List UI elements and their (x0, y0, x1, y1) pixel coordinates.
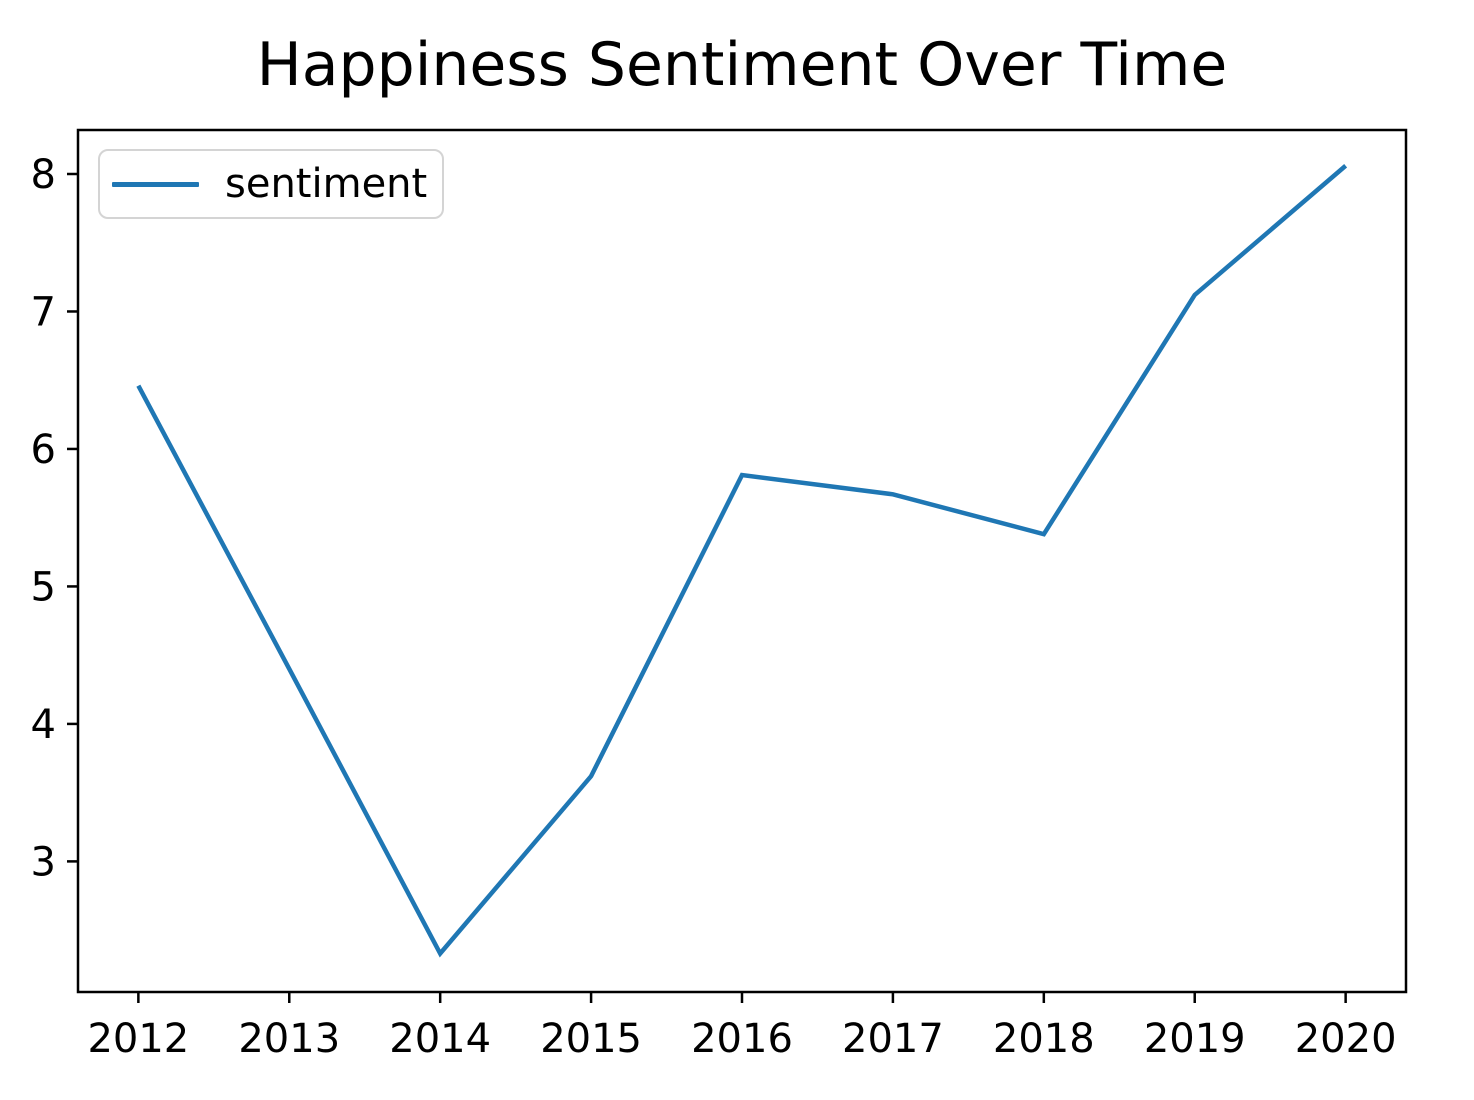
legend-label: sentiment (225, 161, 428, 207)
y-tick-label: 3 (31, 839, 56, 885)
series-line-sentiment (136, 164, 1348, 958)
y-tick-label: 5 (31, 564, 56, 610)
x-tick-label: 2016 (691, 1016, 793, 1062)
x-tick-label: 2017 (842, 1016, 944, 1062)
y-tick-label: 7 (31, 289, 56, 335)
x-tick-label: 2019 (1144, 1016, 1246, 1062)
plot-spines (76, 128, 1408, 994)
x-tick-label: 2020 (1295, 1016, 1397, 1062)
x-tick-label: 2015 (540, 1016, 642, 1062)
x-tick-label: 2014 (389, 1016, 491, 1062)
x-tick-label: 2012 (87, 1016, 189, 1062)
y-tick-label: 4 (31, 702, 56, 748)
y-tick-label: 6 (31, 427, 56, 473)
y-tick-label: 8 (31, 152, 56, 198)
chart-title: Happiness Sentiment Over Time (256, 30, 1228, 100)
x-tick-label: 2013 (238, 1016, 340, 1062)
legend: sentiment (98, 149, 444, 219)
x-tick-label: 2018 (993, 1016, 1095, 1062)
legend-line-sample (112, 181, 199, 187)
